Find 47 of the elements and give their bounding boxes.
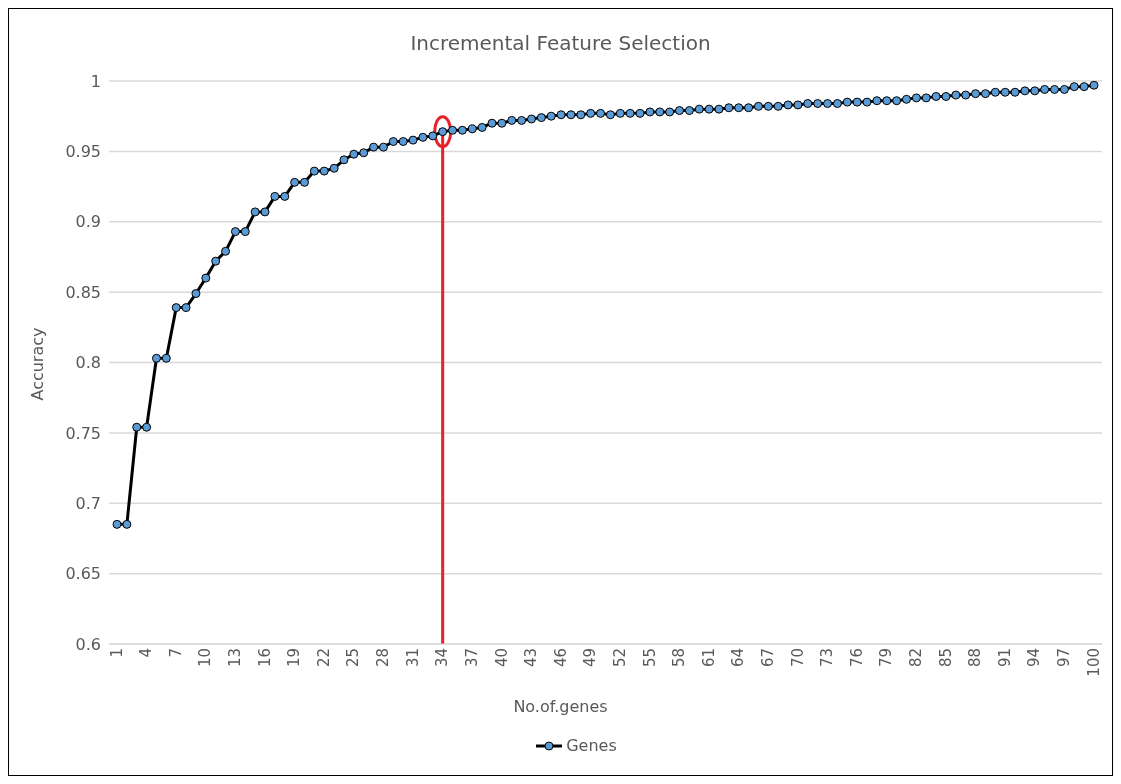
- y-tick-label: 1: [90, 71, 101, 91]
- x-axis-title: No.of.genes: [512, 697, 609, 716]
- x-tick-label: 25: [344, 648, 363, 668]
- x-tick-label: 64: [729, 648, 748, 668]
- x-tick-label: 82: [907, 648, 926, 668]
- x-tick-label: 37: [462, 648, 481, 668]
- y-tick-label: 0.65: [65, 564, 101, 584]
- x-tick-label: 31: [403, 648, 422, 668]
- x-tick-label: 4: [137, 648, 156, 658]
- y-axis-title: Accuracy: [27, 327, 47, 401]
- x-tick-label: 22: [314, 648, 333, 668]
- legend-label: Genes: [566, 736, 617, 755]
- x-tick-label: 49: [581, 648, 600, 668]
- x-tick-label: 100: [1084, 648, 1103, 677]
- y-tick-label: 0.7: [75, 493, 101, 513]
- x-tick-label: 61: [699, 648, 718, 668]
- chart-title: Incremental Feature Selection: [409, 31, 712, 55]
- x-tick-label: 88: [966, 648, 985, 668]
- y-tick-label: 0.9: [75, 212, 101, 232]
- x-tick-label: 13: [226, 648, 245, 668]
- x-tick-label: 76: [847, 648, 866, 668]
- x-tick-label: 85: [936, 648, 955, 668]
- x-tick-label: 70: [788, 648, 807, 668]
- x-tick-label: 97: [1055, 648, 1074, 668]
- x-tick-label: 46: [551, 648, 570, 668]
- x-tick-label: 7: [166, 648, 185, 658]
- x-tick-label: 10: [196, 648, 215, 668]
- x-tick-label: 79: [877, 648, 896, 668]
- x-tick-label: 43: [522, 648, 541, 668]
- x-tick-label: 91: [995, 648, 1014, 668]
- x-tick-label: 16: [255, 648, 274, 668]
- x-tick-label: 94: [1025, 648, 1044, 668]
- y-tick-label: 0.85: [65, 282, 101, 302]
- x-tick-label: 55: [640, 648, 659, 668]
- y-tick-label: 0.75: [65, 423, 101, 443]
- x-tick-label: 40: [492, 648, 511, 668]
- y-tick-label: 0.8: [75, 353, 101, 373]
- y-tick-label: 0.6: [75, 634, 101, 654]
- x-tick-label: 58: [670, 648, 689, 668]
- x-tick-label: 1: [107, 648, 126, 658]
- x-tick-label: 28: [374, 648, 393, 668]
- x-tick-label: 67: [758, 648, 777, 668]
- y-tick-label: 0.95: [65, 142, 101, 162]
- x-tick-label: 73: [818, 648, 837, 668]
- x-tick-label: 19: [285, 648, 304, 668]
- x-tick-label: 52: [610, 648, 629, 668]
- x-tick-label: 34: [433, 648, 452, 668]
